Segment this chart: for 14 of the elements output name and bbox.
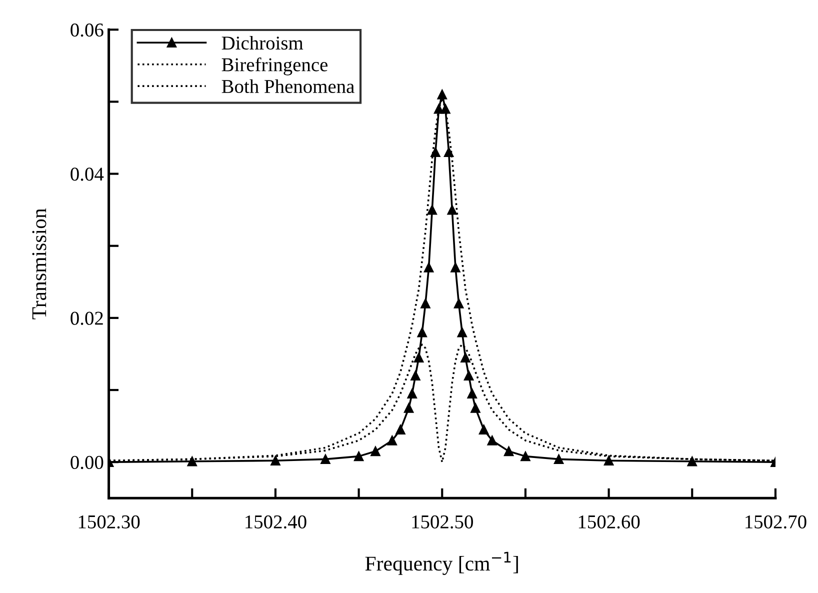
y-axis-title: Transmission bbox=[32, 208, 46, 320]
x-tick-label: 1502.30 bbox=[78, 515, 140, 529]
x-axis-title: Frequency [cm$^{−1}$] bbox=[365, 552, 518, 575]
x-tick-label: 1502.50 bbox=[412, 515, 473, 529]
legend-label: Both Phenomena bbox=[222, 79, 354, 94]
y-tick-label: 0.00 bbox=[70, 456, 104, 470]
x-tick-label: 1502.70 bbox=[746, 515, 806, 529]
legend-label: Birefringence bbox=[222, 57, 328, 76]
legend-label: Dichroism bbox=[222, 36, 304, 50]
y-tick-label: 0.04 bbox=[70, 168, 104, 181]
y-tick-label: 0.06 bbox=[70, 23, 104, 37]
x-tick-label: 1502.40 bbox=[246, 515, 306, 529]
y-tick-label: 0.02 bbox=[70, 312, 103, 325]
x-tick-label: 1502.60 bbox=[578, 515, 640, 529]
